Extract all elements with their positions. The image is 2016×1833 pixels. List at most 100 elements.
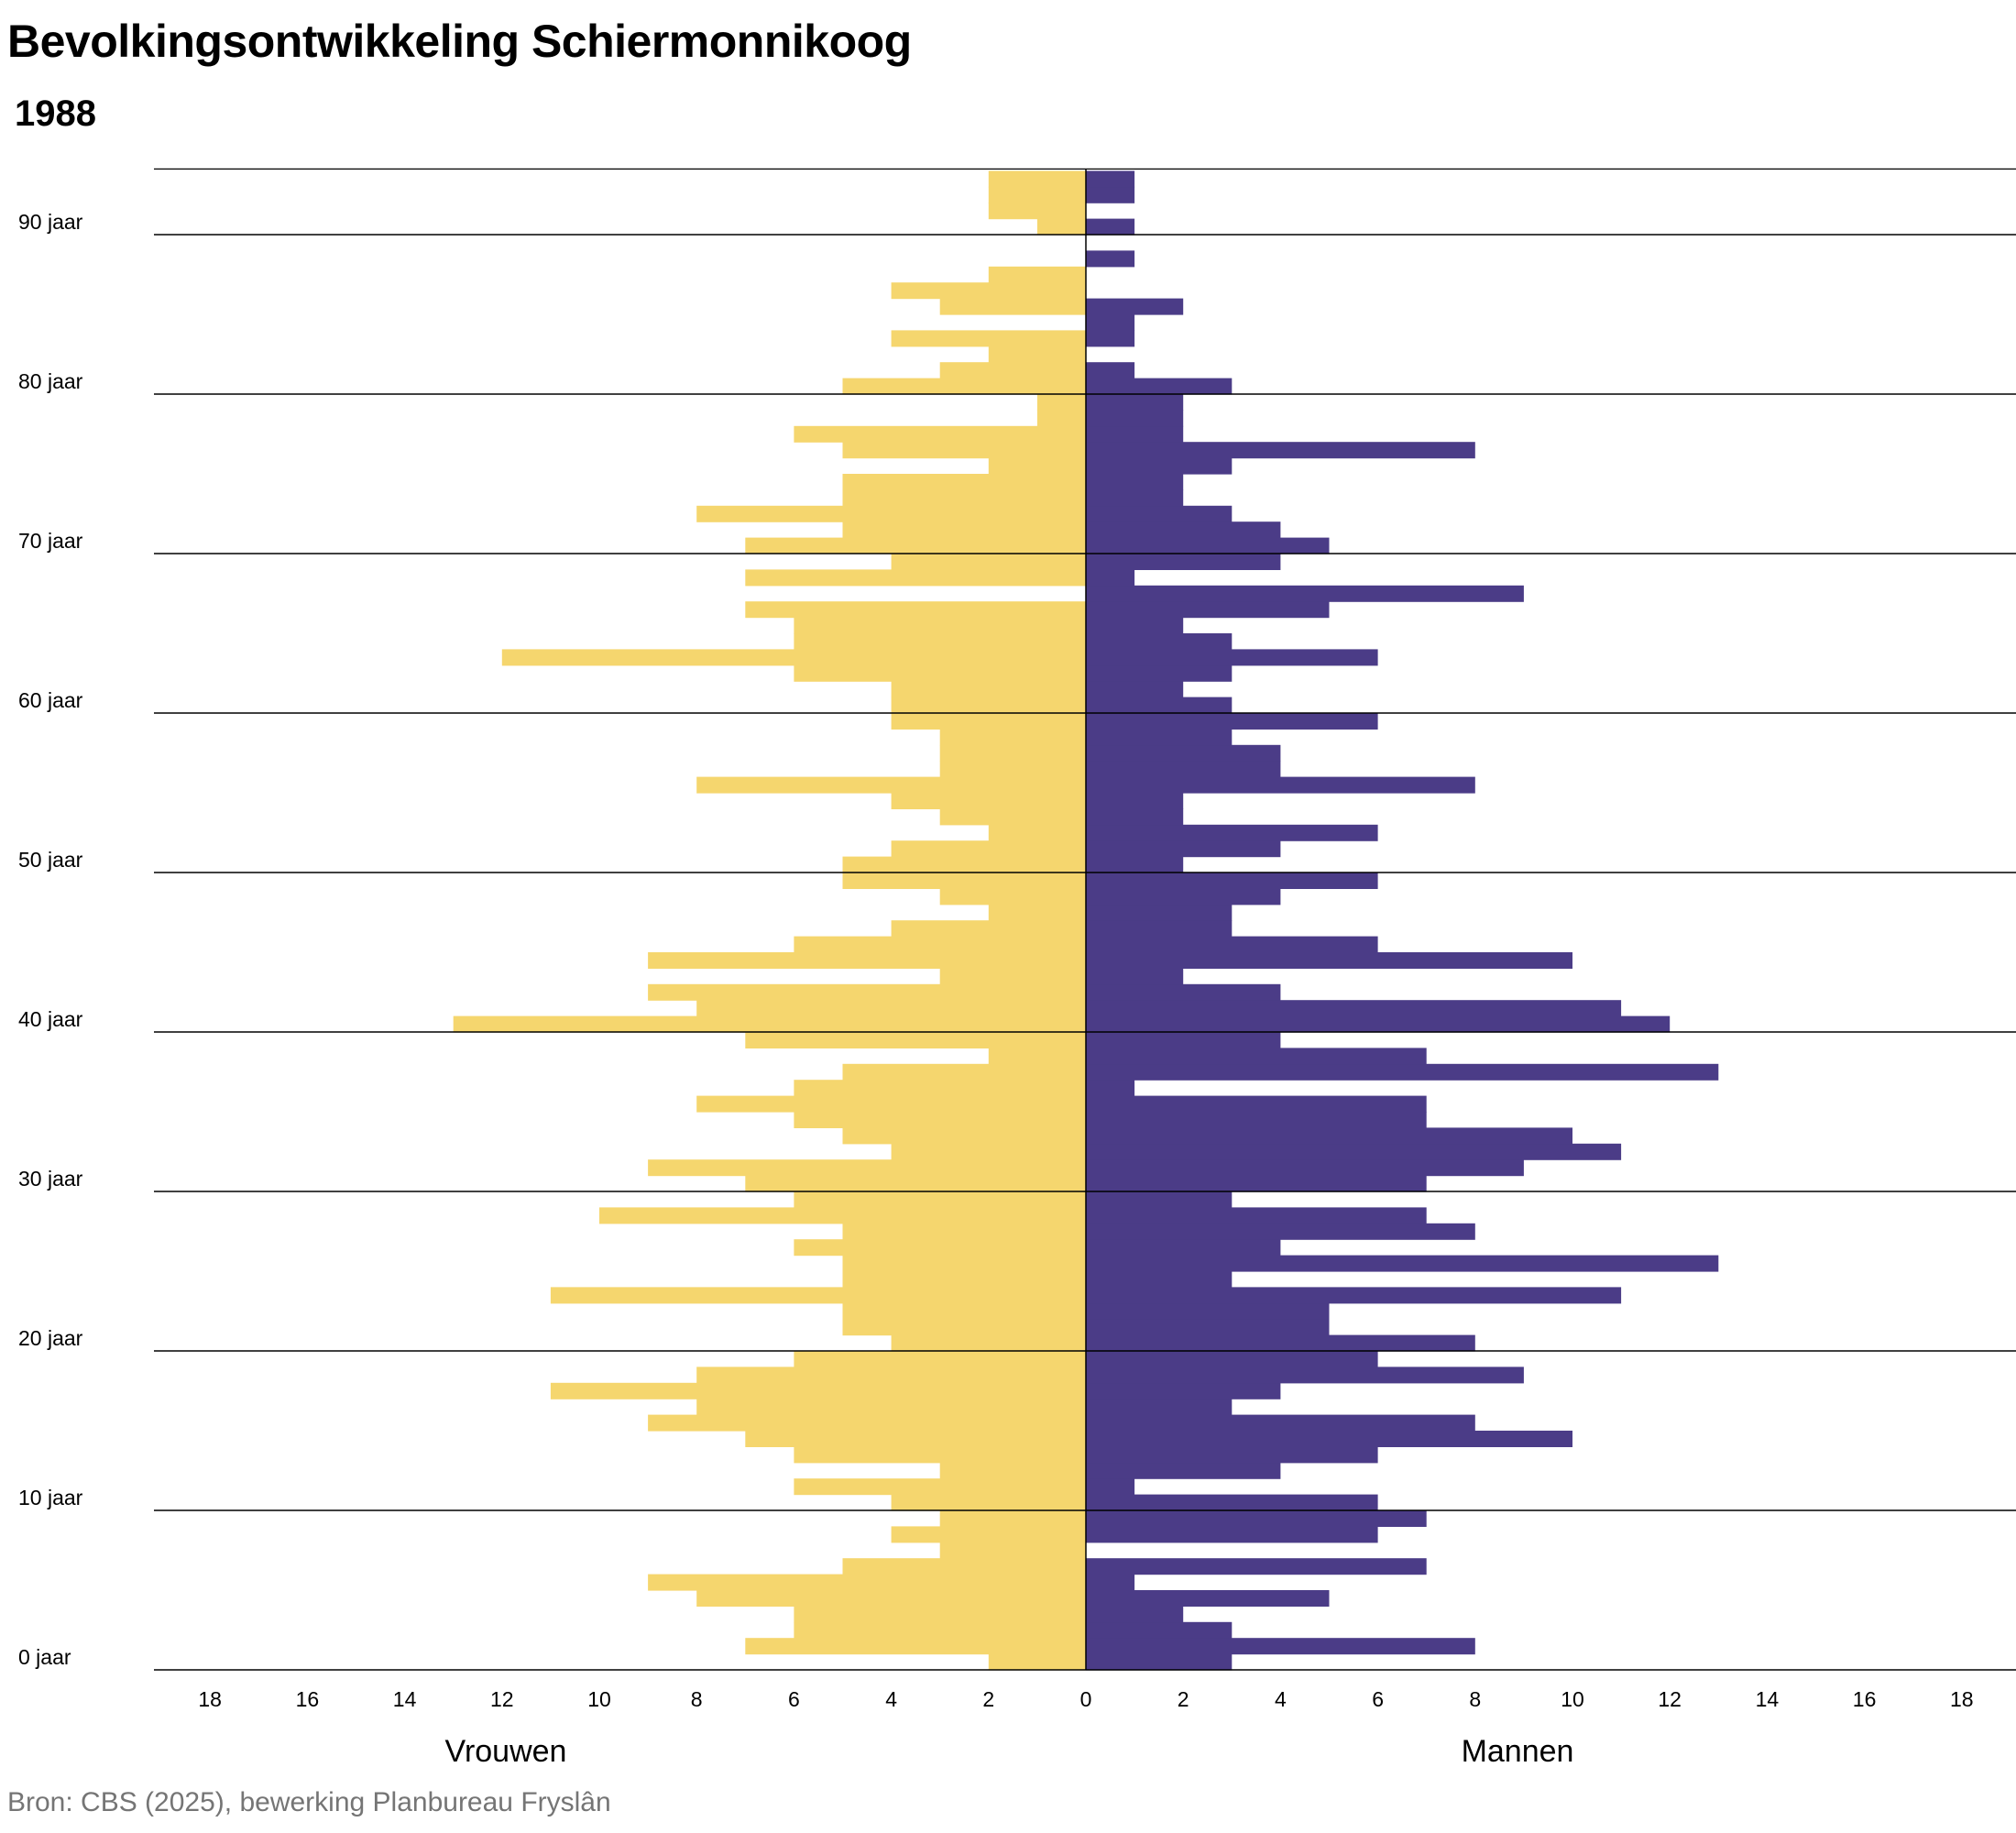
men-bar-age-13 <box>1086 1446 1378 1464</box>
men-bar-age-65 <box>1086 617 1184 634</box>
men-bar-age-35 <box>1086 1095 1427 1113</box>
men-bar-age-8 <box>1086 1526 1378 1543</box>
men-bar-age-92 <box>1086 186 1135 203</box>
women-bar-age-32 <box>891 1143 1086 1160</box>
men-bar-age-83 <box>1086 330 1135 347</box>
men-bar-age-9 <box>1086 1510 1427 1527</box>
women-bar-age-27 <box>842 1223 1086 1240</box>
men-bar-age-33 <box>1086 1127 1572 1145</box>
men-bar-age-40 <box>1086 1015 1671 1033</box>
women-bar-age-10 <box>891 1494 1086 1511</box>
men-bar-age-5 <box>1086 1574 1135 1591</box>
men-bar-age-41 <box>1086 1000 1622 1017</box>
x-tick-right-14: 14 <box>1756 1687 1780 1711</box>
men-bar-age-47 <box>1086 904 1233 921</box>
women-bar-age-24 <box>842 1271 1086 1288</box>
men-bar-age-1 <box>1086 1638 1475 1655</box>
women-bar-age-76 <box>842 442 1086 459</box>
men-bar-age-51 <box>1086 840 1281 858</box>
women-bar-age-7 <box>939 1542 1086 1559</box>
men-bar-age-70 <box>1086 537 1330 554</box>
women-bar-age-80 <box>842 378 1086 395</box>
women-bar-age-19 <box>794 1351 1086 1367</box>
men-bar-age-48 <box>1086 888 1281 906</box>
x-tick-left-10: 10 <box>587 1687 611 1711</box>
x-tick-center-0: 0 <box>1080 1687 1092 1711</box>
women-bar-age-13 <box>794 1446 1086 1464</box>
men-bar-age-93 <box>1086 170 1135 188</box>
women-bar-age-37 <box>842 1063 1086 1081</box>
women-bar-age-33 <box>842 1127 1086 1145</box>
men-bar-age-39 <box>1086 1032 1281 1048</box>
women-bars <box>453 170 1086 1671</box>
x-tick-left-16: 16 <box>296 1687 320 1711</box>
men-bar-age-62 <box>1086 664 1233 682</box>
women-bar-age-45 <box>794 936 1086 953</box>
men-bar-age-90 <box>1086 218 1135 236</box>
women-bar-age-9 <box>939 1510 1086 1527</box>
women-bar-age-26 <box>794 1239 1086 1257</box>
women-bar-age-14 <box>745 1431 1086 1447</box>
men-bar-age-78 <box>1086 410 1184 427</box>
women-bar-age-34 <box>794 1112 1086 1128</box>
men-bar-age-20 <box>1086 1334 1475 1352</box>
men-bar-age-49 <box>1086 873 1378 889</box>
men-bar-age-54 <box>1086 793 1184 809</box>
women-bar-age-86 <box>891 282 1086 300</box>
women-bar-age-43 <box>939 968 1086 985</box>
x-tick-left-2: 2 <box>982 1687 994 1711</box>
men-bar-age-12 <box>1086 1462 1281 1479</box>
women-bar-age-31 <box>648 1159 1086 1177</box>
men-bar-age-68 <box>1086 569 1135 587</box>
men-bar-age-73 <box>1086 489 1184 507</box>
men-bar-age-75 <box>1086 457 1233 475</box>
x-tick-right-10: 10 <box>1561 1687 1584 1711</box>
women-bar-age-23 <box>550 1287 1086 1304</box>
women-bar-age-22 <box>842 1302 1086 1320</box>
men-bar-age-14 <box>1086 1431 1572 1447</box>
men-bar-age-6 <box>1086 1558 1427 1575</box>
age-label-30: 30 jaar <box>18 1167 83 1191</box>
men-bar-age-85 <box>1086 298 1184 315</box>
women-bar-age-28 <box>599 1207 1086 1224</box>
gridlines <box>154 168 2016 1671</box>
women-bar-age-6 <box>842 1558 1086 1575</box>
men-bar-age-43 <box>1086 968 1184 985</box>
men-bar-age-4 <box>1086 1590 1330 1607</box>
men-bar-age-66 <box>1086 601 1330 619</box>
men-bar-age-69 <box>1086 554 1281 570</box>
age-labels: 0 jaar 10 jaar 20 jaar 30 jaar 40 jaar 50 jaa… <box>18 210 83 1669</box>
men-bar-age-23 <box>1086 1287 1622 1304</box>
age-label-20: 20 jaar <box>18 1326 83 1350</box>
women-bar-age-25 <box>842 1255 1086 1272</box>
x-tick-left-18: 18 <box>198 1687 222 1711</box>
women-bar-age-42 <box>648 983 1086 1001</box>
men-bar-age-64 <box>1086 633 1233 650</box>
women-bar-age-83 <box>891 330 1086 347</box>
women-bar-age-55 <box>696 776 1086 794</box>
men-bar-age-36 <box>1086 1080 1135 1097</box>
men-bar-age-55 <box>1086 776 1475 794</box>
men-bar-age-67 <box>1086 585 1524 602</box>
women-bar-age-21 <box>842 1319 1086 1336</box>
women-bar-age-91 <box>988 203 1086 220</box>
x-tick-left-8: 8 <box>691 1687 703 1711</box>
women-bar-age-35 <box>696 1095 1086 1113</box>
men-bar-age-76 <box>1086 442 1475 459</box>
women-bar-age-78 <box>1036 410 1086 427</box>
men-bars <box>1086 170 1719 1671</box>
men-bar-age-77 <box>1086 425 1184 443</box>
women-bar-age-39 <box>745 1032 1086 1048</box>
men-bar-age-38 <box>1086 1048 1427 1065</box>
women-bar-age-63 <box>501 649 1086 666</box>
women-bar-age-72 <box>696 505 1086 522</box>
men-bar-age-60 <box>1086 697 1233 714</box>
women-bar-age-12 <box>939 1462 1086 1479</box>
men-bar-age-26 <box>1086 1239 1281 1257</box>
x-tick-left-4: 4 <box>885 1687 897 1711</box>
women-bar-age-92 <box>988 186 1086 203</box>
women-bar-age-71 <box>842 521 1086 539</box>
women-bar-age-52 <box>988 824 1086 841</box>
women-bar-age-64 <box>794 633 1086 650</box>
men-bar-age-31 <box>1086 1159 1524 1177</box>
